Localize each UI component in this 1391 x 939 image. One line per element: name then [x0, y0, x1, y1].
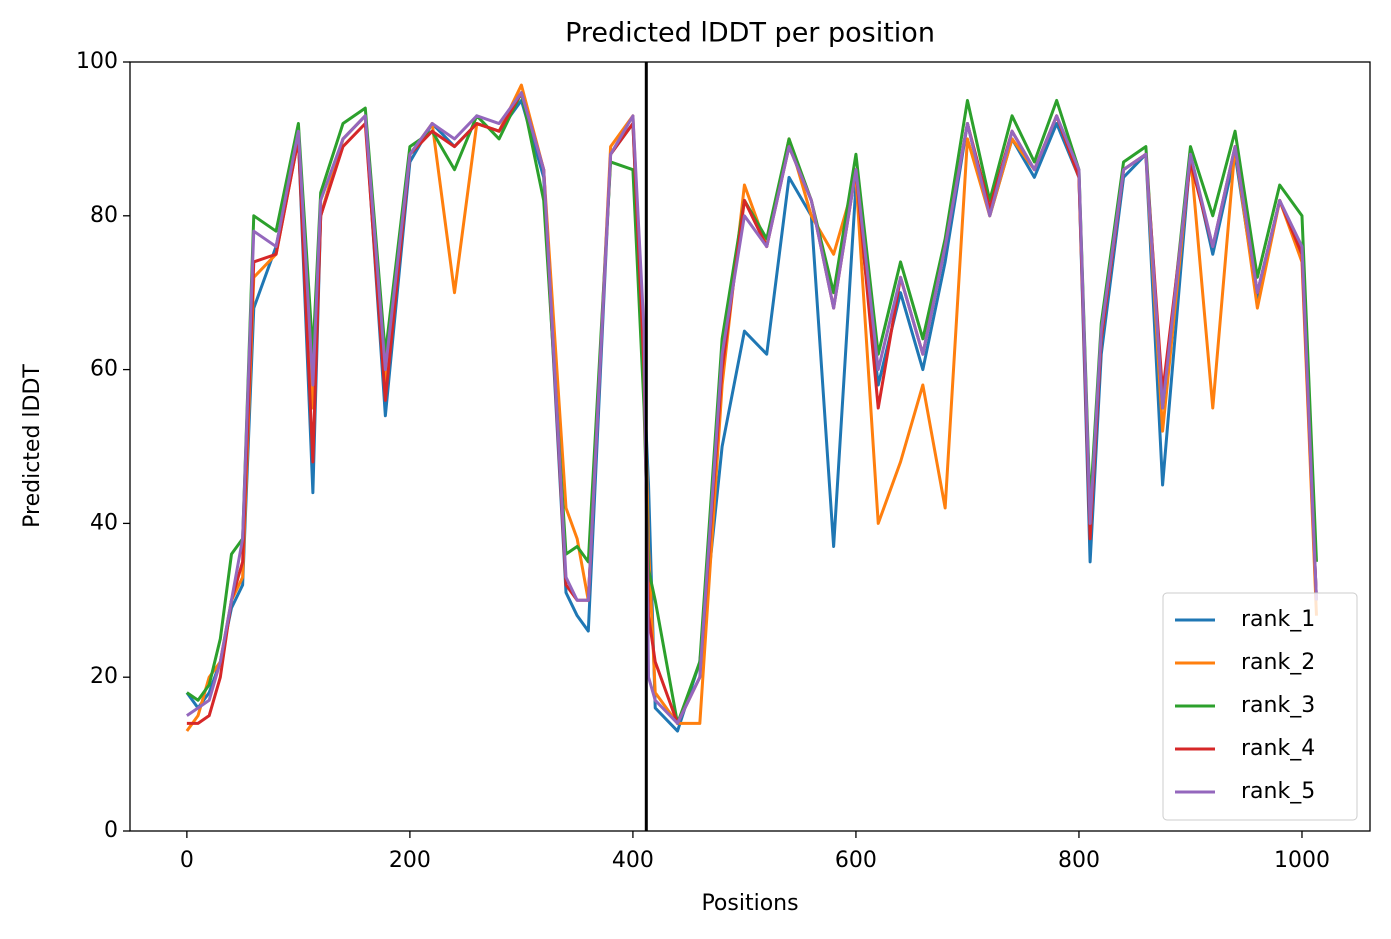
y-tick-label: 0 [104, 818, 118, 843]
y-tick-label: 100 [76, 49, 118, 74]
legend-box [1162, 592, 1358, 821]
legend-label: rank_2 [1241, 650, 1315, 675]
y-tick-label: 40 [90, 510, 118, 535]
x-tick-label: 800 [1058, 848, 1100, 873]
y-tick-label: 60 [90, 357, 118, 382]
chart-title: Predicted lDDT per position [565, 18, 935, 49]
plot-frame [129, 61, 1371, 832]
legend-label: rank_4 [1241, 736, 1315, 761]
series-line [186, 91, 1318, 725]
legend-label: rank_3 [1241, 693, 1315, 718]
legend-label: rank_5 [1241, 779, 1315, 804]
x-tick-label: 400 [612, 848, 654, 873]
x-tick-label: 200 [389, 848, 431, 873]
x-tick-label: 1000 [1274, 848, 1330, 873]
x-tick-label: 0 [180, 848, 194, 873]
y-tick-label: 80 [90, 203, 118, 228]
y-tick-label: 20 [90, 664, 118, 689]
x-tick-label: 600 [835, 848, 877, 873]
legend-label: rank_1 [1241, 607, 1315, 632]
x-axis-label: Positions [701, 891, 798, 916]
y-axis-label: Predicted lDDT [20, 364, 45, 528]
